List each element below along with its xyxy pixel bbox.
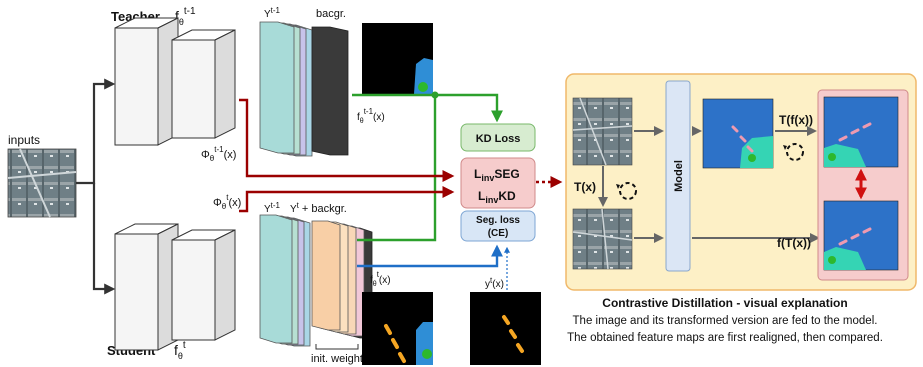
init-weights-label: init. weights bbox=[311, 353, 369, 365]
ftx-label: f(T(x)) bbox=[777, 236, 811, 250]
teacher-network: Teacher fθt-1 Φθt-1(x) bbox=[111, 6, 236, 163]
student-block1-front bbox=[114, 233, 159, 351]
caption-line-1: The image and its transformed version ar… bbox=[573, 315, 878, 327]
phi-connections bbox=[239, 98, 455, 213]
seg-loss-box: Seg. loss (CE) bbox=[460, 210, 536, 242]
teacher-bg-label: bacgr. bbox=[316, 8, 346, 20]
seg-loss-line1: Seg. loss bbox=[476, 215, 520, 226]
student-feature-maps bbox=[259, 214, 373, 347]
student-block2-side bbox=[214, 229, 236, 341]
teacher-block1-front bbox=[114, 27, 159, 146]
teacher-background-map bbox=[311, 26, 349, 156]
teacher-sup: t-1 bbox=[184, 6, 196, 17]
student-output-image: fθt(x) bbox=[362, 270, 433, 365]
ground-truth-image: yt(x) bbox=[470, 276, 541, 365]
phi-student: Φθt(x) bbox=[213, 193, 241, 211]
student-network: Student fθt Φθt(x) bbox=[107, 193, 241, 361]
seg-loss-connection bbox=[357, 244, 510, 290]
f-teacher-out: fθt-1(x) bbox=[357, 107, 385, 125]
panel-caption: Contrastive Distillation - visual explan… bbox=[567, 296, 883, 344]
f-student-out: fθt(x) bbox=[370, 270, 391, 288]
panel-input-image bbox=[572, 97, 633, 166]
teacher-feature-maps bbox=[259, 21, 313, 157]
teacher-output-image: fθt-1(x) bbox=[357, 23, 433, 125]
caption-line-2: The obtained feature maps are first real… bbox=[567, 332, 883, 344]
teacher-symbol: fθt-1 bbox=[175, 6, 196, 27]
student-y2-label: Yt + backgr. bbox=[290, 201, 347, 215]
teacher-kd-connection bbox=[352, 91, 503, 242]
teacher-f: f bbox=[175, 8, 179, 24]
student-symbol: fθt bbox=[174, 340, 186, 361]
teacher-block2-front bbox=[171, 39, 216, 139]
teacher-output-stack: Yt-1 bacgr. bbox=[259, 6, 349, 157]
rotate-icon bbox=[616, 182, 637, 200]
student-y-label: Yt-1 bbox=[264, 201, 281, 215]
contrastive-panel: T(x) Model T(f(x)) f(T(x)) bbox=[565, 73, 917, 291]
teacher-y-label: Yt-1 bbox=[264, 6, 281, 20]
seg-loss-line2: (CE) bbox=[488, 228, 509, 239]
caption-title: Contrastive Distillation - visual explan… bbox=[602, 296, 847, 310]
input-image-roads bbox=[7, 148, 77, 218]
inv-seg-label: LinvSEG bbox=[474, 167, 520, 183]
input-image bbox=[7, 148, 77, 218]
input-block: inputs bbox=[7, 133, 77, 218]
init-weights-bracket bbox=[315, 344, 359, 350]
teacher-sub: θ bbox=[179, 17, 184, 27]
model-box bbox=[665, 80, 691, 272]
student-output-stack: Yt-1 Yt + backgr. init. weights bbox=[259, 201, 373, 365]
kd-loss-label: KD Loss bbox=[476, 133, 521, 145]
input-branch-arrows bbox=[76, 78, 116, 295]
inv-kd-label: LinvKD bbox=[478, 189, 516, 205]
tx-label: T(x) bbox=[574, 180, 596, 194]
kd-loss-box: KD Loss bbox=[460, 123, 536, 152]
inputs-label: inputs bbox=[8, 133, 40, 147]
y-gt-label: yt(x) bbox=[485, 276, 504, 290]
inv-loss-box: LinvSEG LinvKD bbox=[460, 157, 536, 209]
rotate-icon-2 bbox=[783, 143, 804, 161]
phi-teacher: Φθt-1(x) bbox=[201, 145, 236, 163]
teacher-block2-side bbox=[214, 29, 236, 139]
tfx-label: T(f(x)) bbox=[779, 113, 813, 127]
model-label: Model bbox=[673, 160, 685, 192]
student-block2-front bbox=[171, 239, 216, 341]
